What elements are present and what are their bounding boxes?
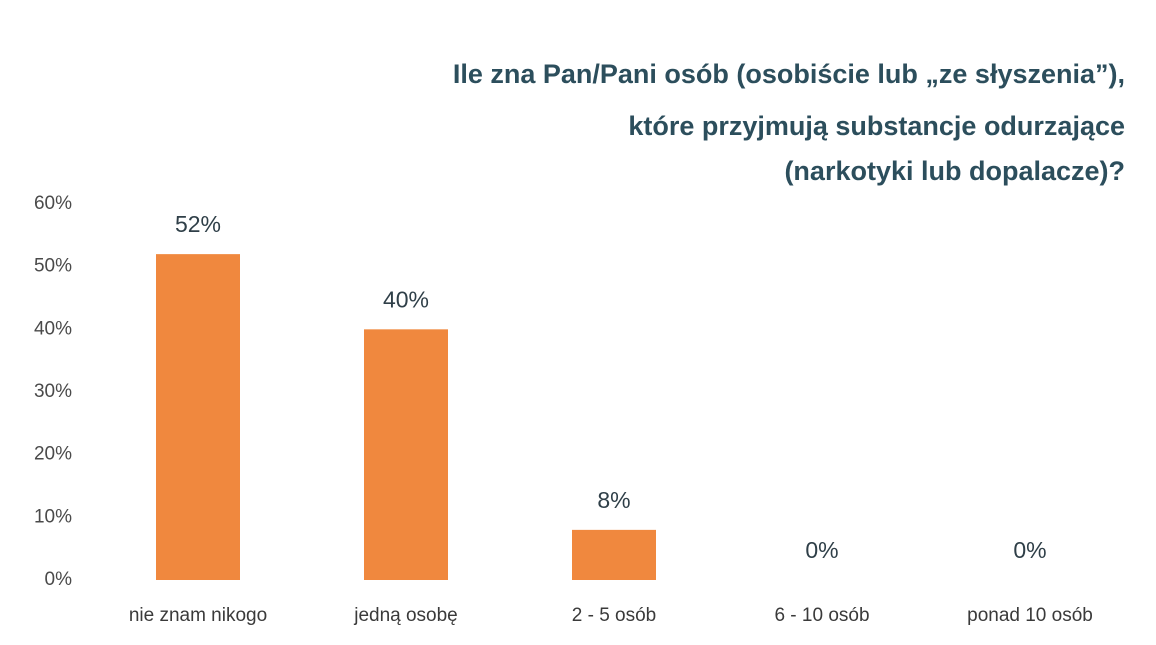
y-tick-label: 30% (34, 381, 72, 402)
data-label: 0% (805, 537, 838, 563)
bar (364, 329, 448, 580)
y-tick-label: 60% (34, 193, 72, 214)
y-tick-label: 0% (45, 569, 73, 590)
x-tick-label: jedną osobę (353, 605, 458, 626)
y-tick-label: 10% (34, 506, 72, 527)
data-label: 52% (175, 211, 221, 237)
x-tick-label: ponad 10 osób (967, 605, 1093, 626)
chart-title: (narkotyki lub dopalacze)? (784, 156, 1125, 186)
x-tick-label: 6 - 10 osób (774, 605, 869, 626)
data-label: 8% (597, 487, 630, 513)
chart-title: Ile zna Pan/Pani osób (osobiście lub „ze… (453, 59, 1125, 89)
chart-title: które przyjmują substancje odurzające (628, 111, 1125, 141)
y-tick-label: 50% (34, 256, 72, 277)
bar (572, 529, 656, 580)
y-tick-label: 20% (34, 444, 72, 465)
x-tick-label: 2 - 5 osób (572, 605, 657, 626)
data-label: 0% (1013, 537, 1046, 563)
x-tick-label: nie znam nikogo (129, 605, 267, 626)
bar (156, 254, 240, 580)
y-tick-label: 40% (34, 318, 72, 339)
data-label: 40% (383, 286, 429, 312)
